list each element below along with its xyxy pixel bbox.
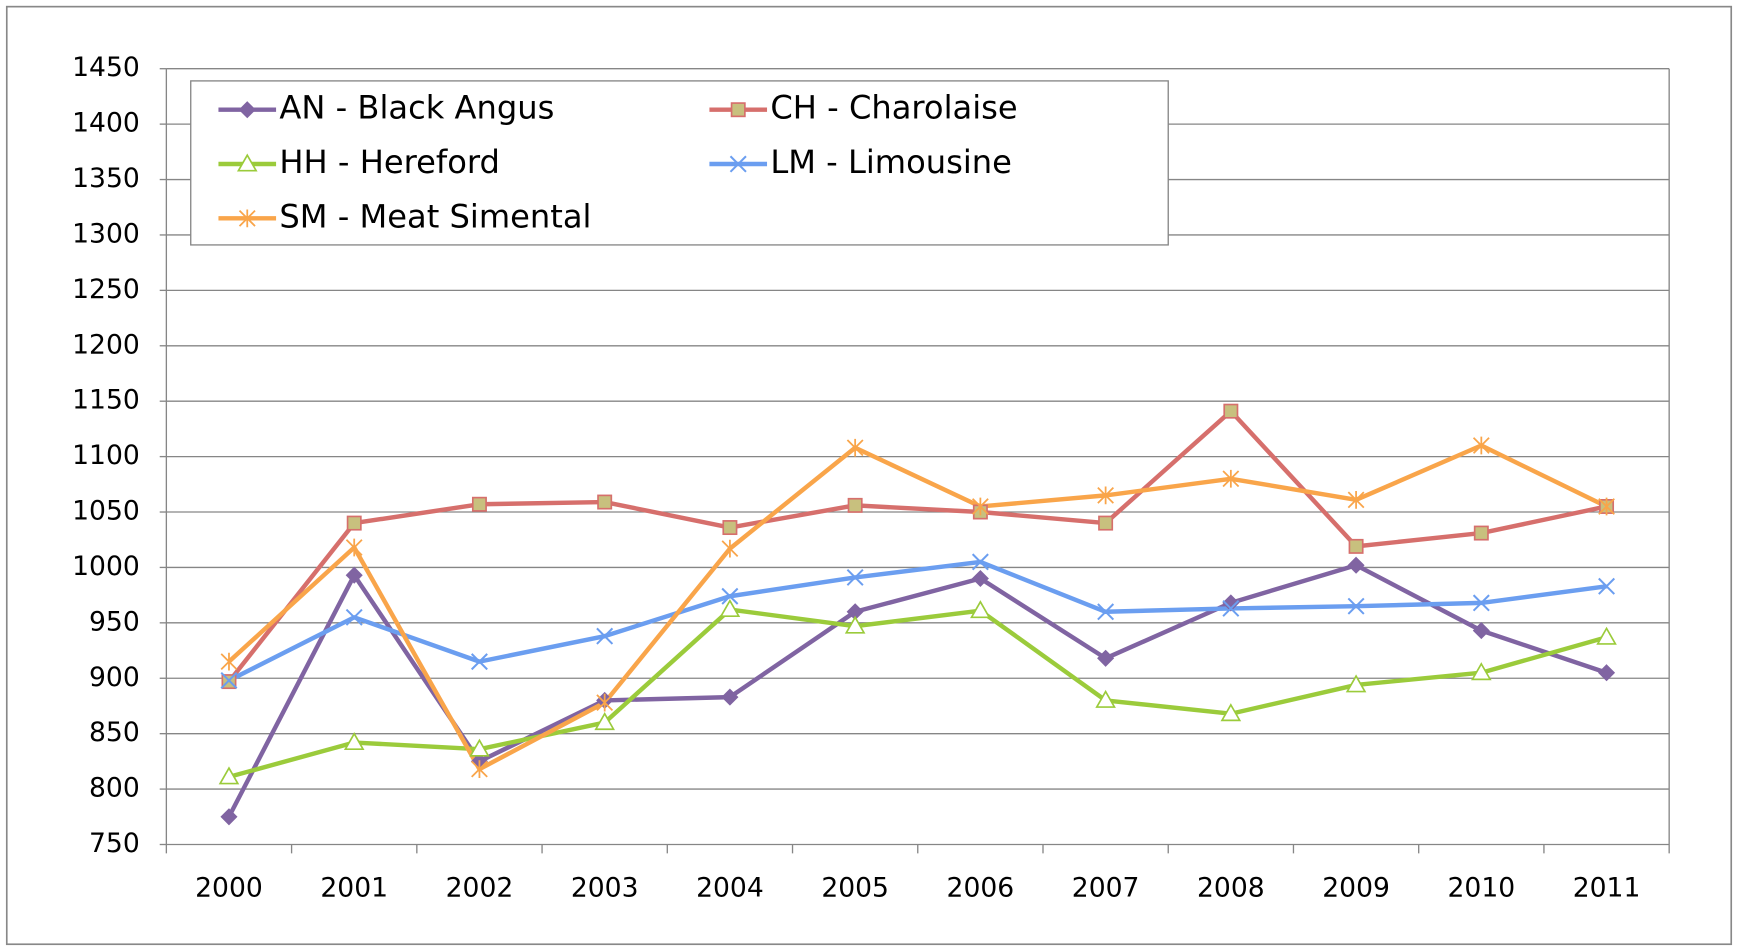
marker <box>346 515 362 531</box>
marker <box>343 731 365 751</box>
legend-box <box>190 80 1169 246</box>
marker <box>1098 515 1114 531</box>
x-tick-label: 2007 <box>1072 872 1140 903</box>
marker <box>1473 525 1489 541</box>
marker <box>1347 556 1365 574</box>
marker <box>1222 599 1240 617</box>
x-tick-label: 2008 <box>1197 872 1265 903</box>
series-line <box>227 443 1608 772</box>
marker <box>847 497 863 513</box>
marker <box>1347 490 1365 509</box>
x-tick-label: 2009 <box>1322 872 1390 903</box>
marker <box>1598 577 1616 595</box>
legend-label: HH - Hereford <box>279 143 500 181</box>
marker <box>719 599 741 618</box>
legend-marker <box>238 209 256 228</box>
marker <box>1472 594 1490 612</box>
marker <box>970 600 991 619</box>
marker <box>597 494 613 510</box>
marker <box>1095 689 1116 708</box>
marker <box>1472 622 1490 640</box>
marker <box>1220 703 1242 722</box>
marker <box>1348 538 1364 554</box>
marker <box>1598 497 1615 516</box>
marker <box>1472 436 1490 455</box>
marker <box>846 438 864 457</box>
x-tick-label: 2006 <box>947 872 1015 903</box>
marker <box>846 568 864 586</box>
legend-label: LM - Limousine <box>770 143 1012 181</box>
y-tick-label: 850 <box>89 717 140 748</box>
marker <box>220 672 238 689</box>
marker <box>971 497 989 516</box>
marker <box>1223 403 1239 419</box>
marker <box>1347 597 1365 615</box>
marker <box>469 738 490 757</box>
y-tick-label: 1100 <box>72 440 140 471</box>
marker <box>1222 594 1240 612</box>
marker <box>1097 649 1115 667</box>
series-line <box>228 607 1608 780</box>
x-tick-label: 2000 <box>195 872 263 903</box>
marker <box>345 538 363 557</box>
legend-marker <box>730 102 746 118</box>
marker <box>721 587 739 605</box>
legend-label: SM - Meat Simental <box>279 197 591 235</box>
y-tick-label: 900 <box>89 662 140 693</box>
marker <box>721 688 739 706</box>
y-tick-label: 1350 <box>72 163 140 194</box>
marker <box>596 627 614 645</box>
x-tick-label: 2011 <box>1573 872 1641 903</box>
legend-label: CH - Charolaise <box>770 89 1017 127</box>
legend-marker <box>729 155 747 173</box>
marker <box>345 608 363 626</box>
y-tick-label: 1400 <box>72 108 140 139</box>
y-tick-label: 750 <box>89 828 140 859</box>
marker <box>971 553 989 571</box>
marker <box>1598 664 1616 682</box>
x-tick-label: 2002 <box>446 872 514 903</box>
marker <box>471 760 488 779</box>
x-tick-label: 2004 <box>696 872 764 903</box>
x-tick-label: 2003 <box>571 872 639 903</box>
x-tick-label: 2001 <box>320 872 388 903</box>
marker <box>470 653 488 671</box>
marker <box>1097 486 1114 505</box>
marker <box>721 539 739 558</box>
legend-label: AN - Black Angus <box>279 89 554 127</box>
y-tick-label: 1300 <box>72 218 140 249</box>
x-tick-label: 2010 <box>1447 872 1515 903</box>
series-line <box>227 559 1607 683</box>
marker <box>1345 674 1367 693</box>
marker <box>218 766 240 785</box>
y-tick-label: 1450 <box>72 52 140 83</box>
marker <box>596 693 614 712</box>
marker <box>345 566 363 584</box>
x-tick-label: 2005 <box>821 872 889 903</box>
marker <box>471 496 487 512</box>
y-tick-label: 950 <box>89 606 140 637</box>
marker <box>971 569 989 588</box>
marker <box>1097 603 1115 621</box>
marker <box>1596 626 1617 645</box>
marker <box>1222 469 1240 488</box>
marker <box>594 712 615 731</box>
y-tick-label: 1050 <box>72 496 140 527</box>
legend-marker <box>238 101 256 119</box>
marker <box>220 808 238 826</box>
marker <box>722 520 738 536</box>
y-tick-label: 1250 <box>72 274 140 305</box>
marker <box>1471 662 1492 681</box>
marker <box>844 615 866 634</box>
series-line <box>227 408 1608 683</box>
y-tick-label: 1200 <box>72 329 140 360</box>
y-tick-label: 1150 <box>72 385 140 416</box>
legend-marker <box>236 153 258 172</box>
y-tick-label: 1000 <box>72 551 140 582</box>
y-tick-label: 800 <box>89 773 140 804</box>
marker <box>220 652 238 671</box>
